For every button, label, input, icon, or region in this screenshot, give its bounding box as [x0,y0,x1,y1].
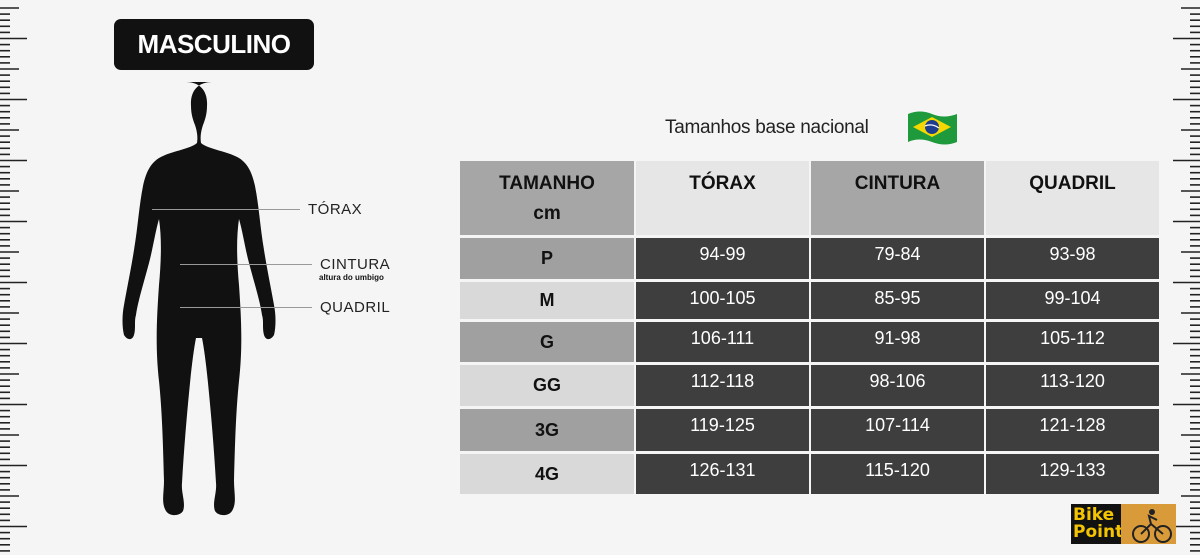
table-row: 3G 119-125 107-114 121-128 [460,409,1159,451]
torax-cell: 126-131 [636,454,809,494]
quadril-cell: 121-128 [986,409,1159,451]
torax-label: TÓRAX [308,201,363,218]
header-unit: cm [533,203,561,224]
cintura-line [180,264,312,265]
quadril-cell: 113-120 [986,365,1159,406]
size-cell: M [460,282,634,319]
size-cell: G [460,322,634,362]
cintura-cell: 115-120 [811,454,984,494]
brazil-flag-icon [908,111,957,145]
cintura-label: CINTURA [320,256,391,273]
quadril-cell: 105-112 [986,322,1159,362]
torax-cell: 106-111 [636,322,809,362]
cintura-cell: 107-114 [811,409,984,451]
table-title: Tamanhos base nacional [665,117,869,138]
logo-line1: Bike [1073,505,1115,525]
torax-cell: 112-118 [636,365,809,406]
table-row: P 94-99 79-84 93-98 [460,238,1159,279]
quadril-cell: 93-98 [986,238,1159,279]
body-silhouette-icon [122,82,276,516]
size-cell: GG [460,365,634,406]
cintura-cell: 85-95 [811,282,984,319]
table-row: 4G 126-131 115-120 129-133 [460,454,1159,494]
table-row: M 100-105 85-95 99-104 [460,282,1159,319]
header-quadril: QUADRIL [986,161,1159,235]
quadril-cell: 129-133 [986,454,1159,494]
size-table: TAMANHO cm TÓRAX CINTURA QUADRIL P 94-99 79… [458,161,1161,494]
torax-cell: 119-125 [636,409,809,451]
cintura-sublabel: altura do umbigo [319,273,384,282]
torax-cell: 100-105 [636,282,809,319]
quadril-cell: 99-104 [986,282,1159,319]
cintura-cell: 98-106 [811,365,984,406]
quadril-line [180,307,312,308]
ruler-right [1173,7,1200,552]
size-cell: 4G [460,454,634,494]
cintura-cell: 79-84 [811,238,984,279]
quadril-label: QUADRIL [320,299,391,316]
torax-cell: 94-99 [636,238,809,279]
header-tamanho: TAMANHO cm [460,161,634,235]
table-row: G 106-111 91-98 105-112 [460,322,1159,362]
bike-point-logo: Bike Point [1071,504,1176,544]
header-torax: TÓRAX [636,161,809,235]
header-cintura: CINTURA [811,161,984,235]
header-tamanho-label: TAMANHO [499,173,595,194]
cyclist-icon [1121,504,1176,544]
size-cell: 3G [460,409,634,451]
gender-badge: MASCULINO [114,19,314,70]
ruler-left [0,7,27,552]
cintura-cell: 91-98 [811,322,984,362]
table-row: GG 112-118 98-106 113-120 [460,365,1159,406]
torax-line [152,209,300,210]
logo-line2: Point [1073,522,1124,542]
size-cell: P [460,238,634,279]
